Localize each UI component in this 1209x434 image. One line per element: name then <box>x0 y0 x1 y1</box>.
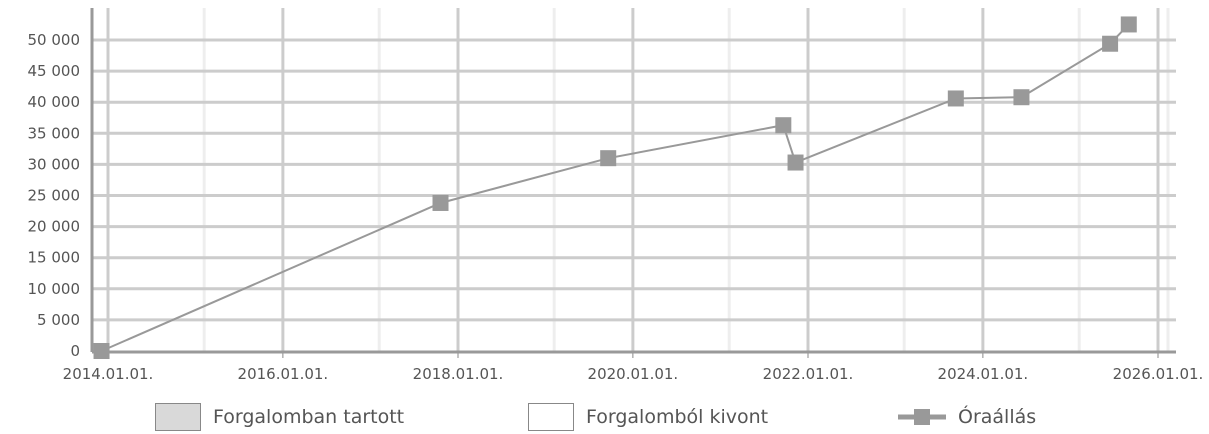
data-point-marker[interactable] <box>600 150 617 167</box>
legend-item-in-service[interactable]: Forgalomban tartott <box>155 402 404 432</box>
chart: 0 5 000 10 000 15 000 20 000 25 000 30 000 35 0… <box>28 8 1204 383</box>
x-tick-label: 2018.01.01. <box>413 365 504 383</box>
data-point-marker[interactable] <box>947 90 964 107</box>
legend-swatch-withdrawn <box>528 403 574 431</box>
legend-label-odometer: Óraállás <box>958 406 1037 428</box>
data-point-marker[interactable] <box>787 154 804 171</box>
data-point-marker[interactable] <box>1013 89 1030 106</box>
y-tick-label: 20 000 <box>28 218 81 236</box>
x-tick-label: 2026.01.01. <box>1113 365 1204 383</box>
x-tick-label: 2024.01.01. <box>938 365 1029 383</box>
series-line-odometer <box>101 23 1130 352</box>
legend: Forgalomban tartott Forgalomból kivont Ó… <box>0 398 1209 434</box>
y-tick-label: 40 000 <box>28 93 81 111</box>
x-tick-label: 2020.01.01. <box>588 365 679 383</box>
y-tick-label: 45 000 <box>28 62 81 80</box>
y-tick-label: 10 000 <box>28 280 81 298</box>
y-tick-label: 0 <box>70 342 80 360</box>
data-point-marker[interactable] <box>1102 35 1119 52</box>
legend-label-withdrawn: Forgalomból kivont <box>586 406 769 428</box>
y-tick-label: 5 000 <box>37 311 80 329</box>
data-point-marker[interactable] <box>93 343 110 359</box>
legend-line-marker-icon <box>898 409 946 425</box>
y-tick-label: 15 000 <box>28 249 81 267</box>
x-tick-label: 2016.01.01. <box>238 365 329 383</box>
y-tick-label: 25 000 <box>28 187 81 205</box>
legend-label-in-service: Forgalomban tartott <box>213 406 405 428</box>
data-point-marker[interactable] <box>1120 16 1137 33</box>
x-tick-label: 2022.01.01. <box>763 365 854 383</box>
y-tick-label: 50 000 <box>28 31 81 49</box>
y-tick-label: 35 000 <box>28 124 81 142</box>
y-tick-label: 30 000 <box>28 155 81 173</box>
legend-item-odometer[interactable]: Óraállás <box>898 402 1036 432</box>
data-point-marker[interactable] <box>775 117 792 134</box>
legend-item-withdrawn[interactable]: Forgalomból kivont <box>528 402 768 432</box>
data-point-marker[interactable] <box>432 194 449 211</box>
x-tick-label: 2014.01.01. <box>63 365 154 383</box>
legend-swatch-in-service <box>155 403 201 431</box>
